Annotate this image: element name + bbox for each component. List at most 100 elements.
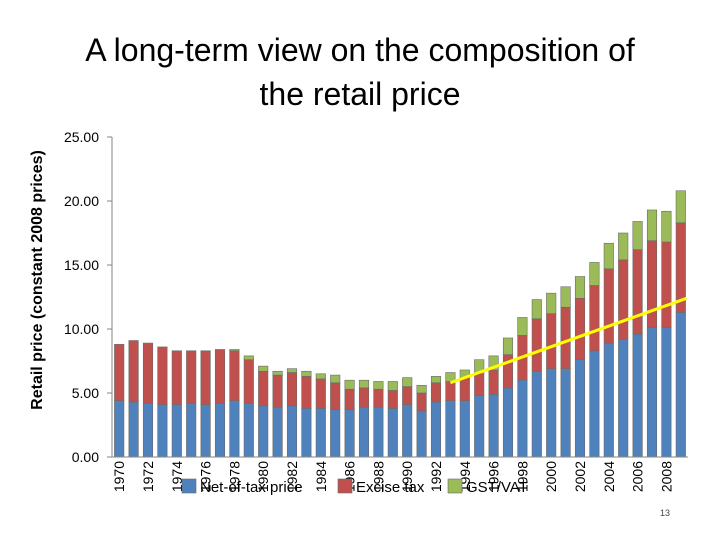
bar-segment-gst-vat-2002 <box>574 276 586 299</box>
y-tick-label: 0.00 <box>72 449 99 465</box>
x-tick-label: 1980 <box>255 461 271 492</box>
y-tick-label: 20.00 <box>64 193 99 209</box>
bar-segment-net-of-tax-price-1970 <box>114 400 125 458</box>
bar-segment-gst-vat-2005 <box>618 232 629 261</box>
y-tick-label: 5.00 <box>72 385 99 401</box>
bar-segment-excise-tax-1977 <box>214 349 226 404</box>
bar-segment-net-of-tax-price-1987 <box>358 406 370 458</box>
legend-swatch-excise-tax <box>337 478 353 494</box>
bar-segment-gst-vat-1986 <box>344 379 355 390</box>
bar-segment-excise-tax-2001 <box>560 306 571 369</box>
bar-segment-excise-tax-1975 <box>186 350 197 404</box>
bar-segment-net-of-tax-price-1979 <box>243 402 254 458</box>
bar-segment-net-of-tax-price-2009 <box>675 312 686 458</box>
x-tick-label: 2006 <box>630 461 646 492</box>
bar-segment-excise-tax-2000 <box>546 313 557 369</box>
bar-segment-net-of-tax-price-1995 <box>474 395 485 458</box>
bar-segment-excise-tax-1979 <box>243 359 254 404</box>
bar-segment-excise-tax-1982 <box>286 372 298 407</box>
bar-segment-gst-vat-1998 <box>517 317 528 336</box>
bar-segment-net-of-tax-price-1999 <box>531 370 542 458</box>
bar-segment-excise-tax-1978 <box>229 350 240 401</box>
bar-segment-gst-vat-2001 <box>560 286 571 308</box>
bar-segment-gst-vat-1991 <box>416 385 427 394</box>
bar-segment-net-of-tax-price-2005 <box>618 338 629 458</box>
bar-segment-net-of-tax-price-1977 <box>214 402 226 458</box>
bar-segment-net-of-tax-price-2004 <box>603 342 614 458</box>
x-tick-label: 1970 <box>111 461 127 492</box>
bar-segment-excise-tax-1974 <box>171 350 182 405</box>
bar-segment-excise-tax-1970 <box>114 344 125 401</box>
bar-segment-gst-vat-2009 <box>675 190 686 224</box>
bar-segment-net-of-tax-price-1985 <box>330 409 341 458</box>
x-tick-label: 1976 <box>198 461 214 492</box>
x-tick-label: 2004 <box>601 461 617 492</box>
bar-segment-excise-tax-1994 <box>459 377 470 401</box>
bar-segment-net-of-tax-price-1997 <box>502 387 514 458</box>
bar-segment-gst-vat-2007 <box>646 209 658 241</box>
bar-segment-net-of-tax-price-2006 <box>632 333 643 458</box>
legend-label-excise-tax: Excise tax <box>356 479 425 496</box>
bar-segment-excise-tax-1981 <box>272 374 283 408</box>
bar-segment-excise-tax-2002 <box>574 297 586 361</box>
chart-title-line-1: A long-term view on the composition of <box>85 32 635 68</box>
bar-segment-net-of-tax-price-1972 <box>142 402 154 458</box>
y-tick-label: 25.00 <box>64 129 99 145</box>
bar-segment-excise-tax-1995 <box>474 373 485 396</box>
bar-segment-net-of-tax-price-1982 <box>286 405 298 458</box>
bar-segment-excise-tax-1980 <box>258 370 269 407</box>
bar-segment-net-of-tax-price-1974 <box>171 404 182 458</box>
bar-segment-gst-vat-1989 <box>387 381 398 391</box>
bar-segment-net-of-tax-price-1992 <box>430 401 442 458</box>
bar-segment-excise-tax-2005 <box>618 259 629 340</box>
legend-label-gst-vat: GST/VAT <box>466 479 528 496</box>
bar-segment-excise-tax-1993 <box>445 381 456 401</box>
x-tick-label: 1992 <box>428 461 444 492</box>
bar-segment-excise-tax-1990 <box>402 386 413 405</box>
bar-segment-net-of-tax-price-1980 <box>258 405 269 458</box>
x-tick-label: 2008 <box>658 461 674 492</box>
bar-segment-gst-vat-1987 <box>358 379 370 389</box>
bar-segment-excise-tax-1985 <box>330 382 341 410</box>
bar-segment-gst-vat-1997 <box>502 337 514 355</box>
x-tick-label: 1972 <box>140 461 156 492</box>
bar-segment-gst-vat-1996 <box>488 355 499 371</box>
bar-segment-net-of-tax-price-1986 <box>344 409 355 458</box>
bar-segment-net-of-tax-price-1988 <box>373 406 384 458</box>
bar-segment-net-of-tax-price-1996 <box>488 393 499 458</box>
bar-segment-net-of-tax-price-1975 <box>186 402 197 458</box>
chart-title-line-2: the retail price <box>259 76 461 112</box>
bar-segment-net-of-tax-price-1990 <box>402 404 413 458</box>
bar-segment-net-of-tax-price-2000 <box>546 368 557 458</box>
x-tick-label: 1998 <box>514 461 530 492</box>
bar-segment-excise-tax-2004 <box>603 268 614 344</box>
x-tick-label: 2000 <box>543 461 559 492</box>
bar-segment-net-of-tax-price-2002 <box>574 359 586 458</box>
bar-segment-net-of-tax-price-1973 <box>157 404 168 458</box>
bar-segment-gst-vat-1981 <box>272 370 283 376</box>
bar-segment-excise-tax-2003 <box>589 285 600 352</box>
bar-segment-net-of-tax-price-2007 <box>646 327 658 458</box>
legend-label-net-of-tax-price: Net-of-tax price <box>200 479 303 496</box>
bar-segment-gst-vat-1980 <box>258 365 269 372</box>
bar-segment-excise-tax-1988 <box>373 388 384 408</box>
bar-segment-net-of-tax-price-1983 <box>301 408 312 458</box>
bar-segment-gst-vat-1979 <box>243 355 254 361</box>
bar-segment-net-of-tax-price-1971 <box>128 401 139 458</box>
bar-segment-gst-vat-1984 <box>315 373 326 380</box>
page-number: 13 <box>660 508 671 518</box>
x-tick-label: 1984 <box>313 461 329 492</box>
y-tick-label: 10.00 <box>64 321 99 337</box>
bar-segment-excise-tax-1986 <box>344 388 355 410</box>
bar-segment-gst-vat-2008 <box>661 210 672 243</box>
bar-segment-gst-vat-1999 <box>531 299 542 320</box>
bar-segment-excise-tax-1972 <box>142 342 154 404</box>
bar-segment-gst-vat-2006 <box>632 221 643 250</box>
bar-segment-excise-tax-1983 <box>301 376 312 409</box>
bar-segment-net-of-tax-price-1976 <box>200 404 211 458</box>
bar-segment-excise-tax-1996 <box>488 369 499 395</box>
x-tick-label: 2002 <box>572 461 588 492</box>
bar-segment-excise-tax-1999 <box>531 318 542 372</box>
y-tick-label: 15.00 <box>64 257 99 273</box>
